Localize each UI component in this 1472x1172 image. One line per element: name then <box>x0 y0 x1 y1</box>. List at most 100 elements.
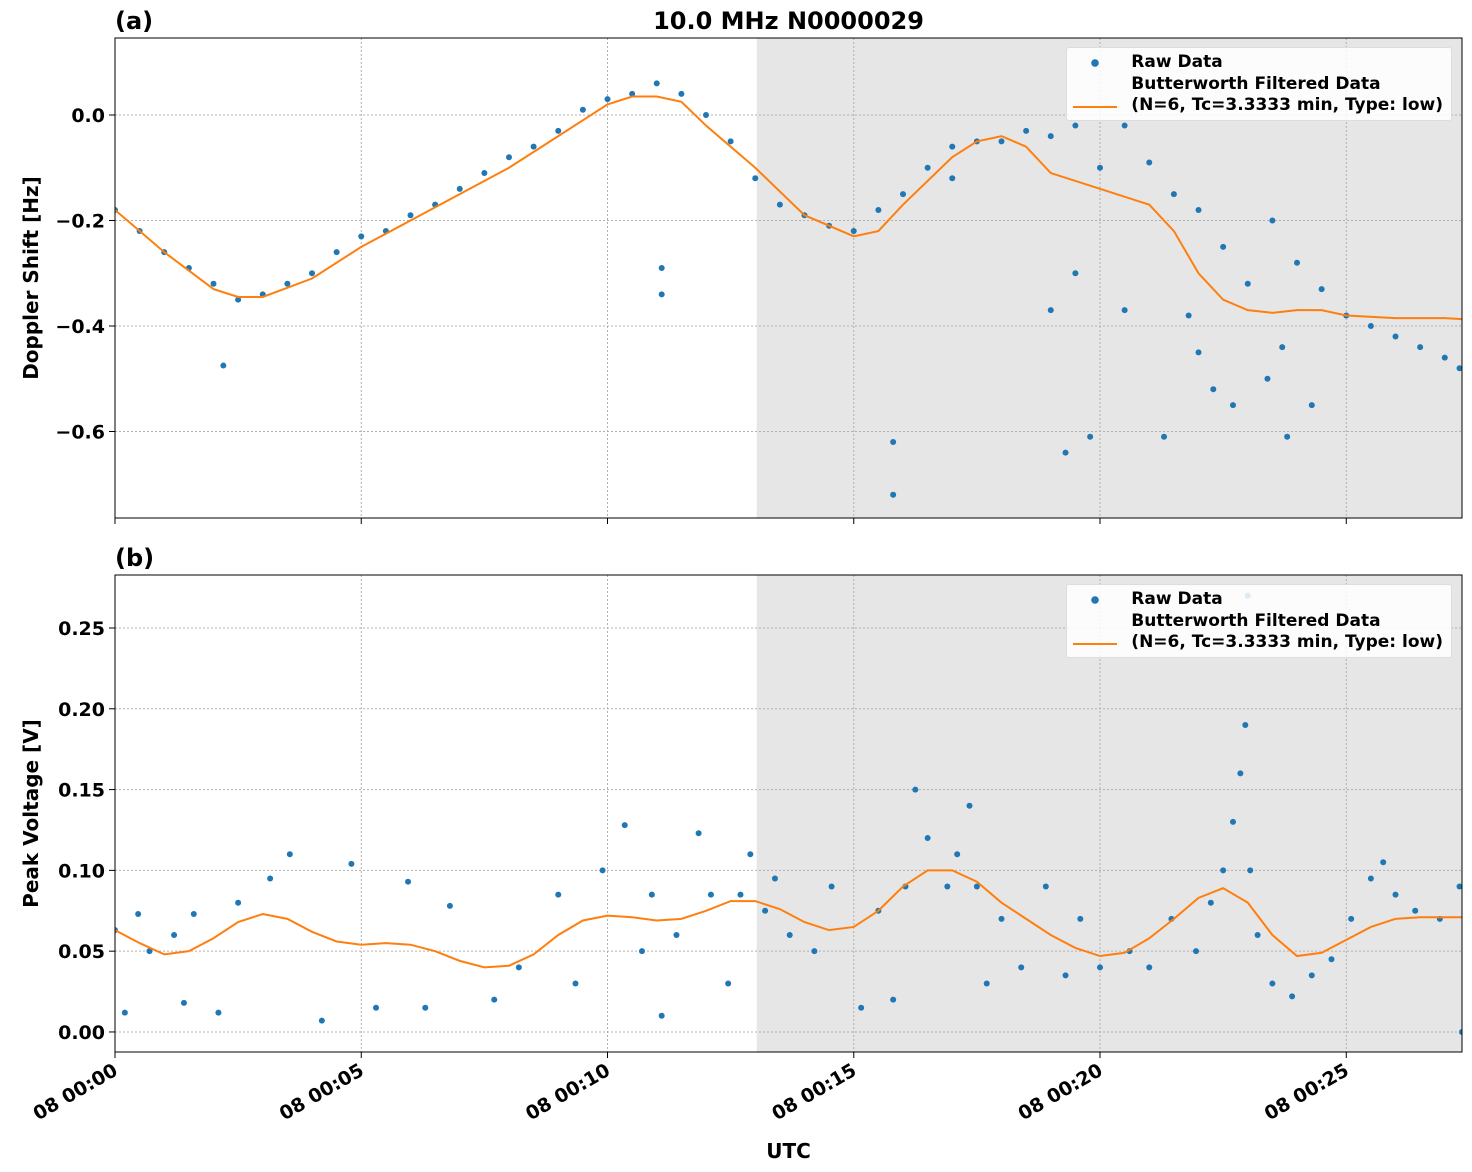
data-point <box>1254 932 1261 939</box>
plot-area <box>115 80 1462 498</box>
data-point <box>1195 206 1202 213</box>
y-tick-label: 0.10 <box>58 860 105 882</box>
data-point <box>1170 191 1177 198</box>
chart-title: 10.0 MHz N0000029 <box>653 7 924 35</box>
data-point <box>572 980 579 987</box>
data-point <box>515 964 522 971</box>
data-point <box>1097 964 1104 971</box>
data-point <box>890 491 897 498</box>
panel-label: (a) <box>115 7 153 35</box>
data-point <box>638 948 645 955</box>
legend-entry: Butterworth Filtered Data (N=6, Tc=3.333… <box>1073 611 1443 653</box>
data-point <box>1062 972 1069 979</box>
data-point <box>1146 964 1153 971</box>
data-point <box>1220 867 1227 874</box>
data-point <box>555 127 562 134</box>
x-tick-label: 08 00:05 <box>276 1059 368 1125</box>
data-point <box>604 96 611 103</box>
axes-frame <box>114 37 1463 519</box>
data-point <box>235 296 242 303</box>
data-point <box>171 932 178 939</box>
data-point <box>1328 956 1335 963</box>
data-point <box>215 1009 222 1016</box>
data-point <box>1195 349 1202 356</box>
data-point <box>235 899 242 906</box>
data-point <box>983 980 990 987</box>
data-point <box>1244 280 1251 287</box>
data-point <box>786 932 793 939</box>
x-tick-label: 08 00:20 <box>1014 1059 1106 1125</box>
data-point <box>695 830 702 837</box>
data-point <box>828 883 835 890</box>
data-point <box>875 206 882 213</box>
data-point <box>1412 907 1419 914</box>
data-point <box>358 233 365 240</box>
data-point <box>703 112 710 119</box>
data-point <box>555 891 562 898</box>
data-point <box>506 154 513 161</box>
legend-label: Raw Data <box>1131 589 1223 609</box>
data-point <box>924 835 931 842</box>
data-point <box>747 851 754 858</box>
data-point <box>1237 770 1244 777</box>
data-point <box>966 802 973 809</box>
data-point <box>456 185 463 192</box>
y-tick-label: 0.0 <box>71 105 105 127</box>
data-point <box>1220 243 1227 250</box>
data-point <box>284 280 291 287</box>
y-tick-label: 0.00 <box>58 1022 105 1044</box>
data-point <box>858 1004 865 1011</box>
data-point <box>1042 883 1049 890</box>
data-point <box>405 878 412 885</box>
legend-entry: Butterworth Filtered Data (N=6, Tc=3.333… <box>1073 74 1443 116</box>
data-point <box>673 932 680 939</box>
data-point <box>1269 980 1276 987</box>
data-point <box>1367 323 1374 329</box>
data-point <box>491 996 498 1003</box>
data-point <box>944 883 951 890</box>
data-point <box>1207 899 1214 906</box>
data-point <box>1308 972 1315 979</box>
data-point <box>1289 993 1296 1000</box>
x-tick-label: 08 00:25 <box>1261 1059 1353 1125</box>
data-point <box>658 291 665 298</box>
data-point <box>648 891 655 898</box>
data-point <box>180 999 187 1006</box>
data-point <box>998 138 1005 145</box>
data-point <box>912 786 919 793</box>
data-point <box>998 915 1005 922</box>
data-point <box>752 175 759 182</box>
data-point <box>653 80 660 87</box>
data-point <box>1269 217 1276 224</box>
data-point <box>1348 915 1355 922</box>
data-point <box>1279 344 1286 351</box>
data-point <box>1247 867 1254 874</box>
data-point <box>1072 270 1079 277</box>
data-point <box>121 1009 128 1016</box>
x-tick-label: 08 00:15 <box>768 1059 860 1125</box>
data-point <box>1072 122 1079 129</box>
x-tick-label: 08 00:10 <box>522 1059 614 1125</box>
data-point <box>1062 449 1069 456</box>
legend-symbol <box>1073 52 1118 74</box>
data-point <box>1456 365 1462 372</box>
y-tick-label: −0.6 <box>55 421 105 443</box>
data-point <box>776 201 783 208</box>
data-point <box>1308 402 1315 409</box>
data-point <box>678 90 685 97</box>
data-point <box>1185 312 1192 319</box>
data-point <box>1392 333 1399 340</box>
data-point <box>309 270 316 277</box>
data-point <box>1161 433 1168 440</box>
data-point <box>1456 883 1462 890</box>
data-point <box>407 212 414 219</box>
legend-symbol <box>1073 611 1118 653</box>
data-point <box>658 264 665 271</box>
y-tick-label: 0.20 <box>58 699 105 721</box>
data-point <box>1097 164 1104 171</box>
data-point <box>1087 433 1094 440</box>
filtered-line <box>115 95 1462 321</box>
data-point <box>1047 307 1054 314</box>
y-axis-label: Doppler Shift [Hz] <box>19 176 43 380</box>
data-point <box>900 191 907 198</box>
